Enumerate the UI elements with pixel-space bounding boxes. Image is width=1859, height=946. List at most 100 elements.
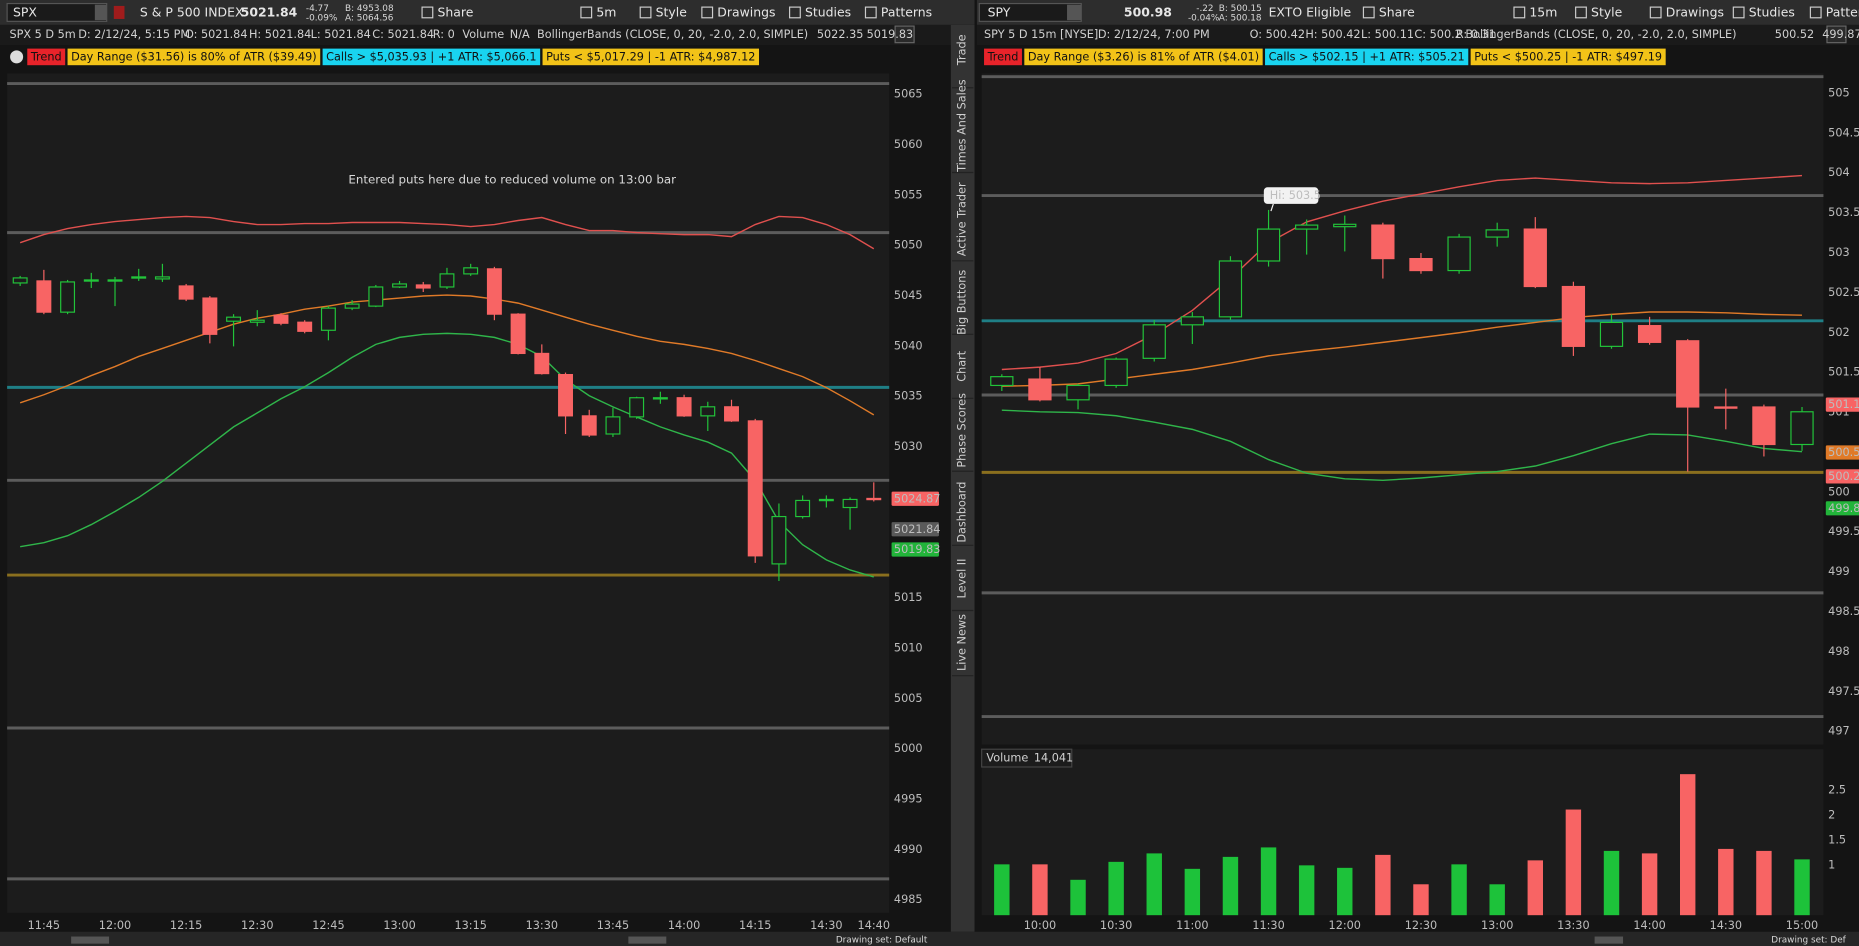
dropdown[interactable] [1067,4,1082,21]
x-tick-label: 11:45 [28,919,60,932]
volume-bar [1451,864,1467,916]
toolbar-button-icon[interactable] [1513,6,1526,19]
x-tick-label: 14:30 [810,919,842,932]
toolbar-button-icon[interactable] [421,6,434,19]
side-tab[interactable]: Times And Sales [956,79,969,173]
toolbar-button-icon[interactable] [789,6,801,19]
volume-bar [1527,860,1543,916]
label-text: Calls > $5,035.93 | +1 ATR: $5,066.1 [326,50,536,63]
header-study-value: 5019.83 [867,28,914,41]
side-tab[interactable]: Dashboard [956,482,969,543]
header-study-value: 5022.35 [817,28,864,41]
scrollbar[interactable] [1594,936,1624,944]
candle-body [1485,229,1509,238]
header-low: L: 5021.84 [311,28,371,41]
dropdown[interactable] [94,4,107,21]
volume-bar [1680,774,1696,916]
toolbar-bid: B: 4953.08 [345,4,394,14]
header-open: O: 5021.84 [185,28,248,41]
y-tick-label: 5050 [894,239,923,252]
toolbar-button[interactable]: Drawings [717,5,775,20]
y-tick-label: 5010 [894,641,923,654]
y-tick-label: 5035 [894,390,923,403]
toolbar-button-icon[interactable] [639,6,652,19]
side-tab[interactable]: Trade [956,34,969,66]
side-tab[interactable]: Level II [956,559,969,599]
toolbar-button[interactable]: Drawings [1666,5,1724,20]
price-tag: 500.2 [1828,470,1859,483]
volume-bar [1222,856,1239,916]
label-text: Trend [30,50,62,63]
price-tag-bg [1825,469,1859,484]
side-tab[interactable]: Chart [956,350,969,382]
toolbar-symbol: SPX [13,5,37,20]
x-tick-label: 14:00 [1633,919,1665,932]
bollinger-band [1001,174,1803,371]
side-tab[interactable]: Live News [956,614,969,671]
toolbar-button[interactable]: Patterns [1826,5,1859,20]
candle-body [154,276,170,280]
toolbar-button[interactable]: 15m [1529,5,1557,20]
toolbar-button[interactable]: Share [1379,5,1415,20]
label-text: Trend [987,50,1019,63]
y-tick-label: 1.5 [1828,833,1846,846]
header-volume-label: Volume [462,28,504,41]
label-box [67,48,321,66]
y-tick-label: 5000 [894,742,923,755]
chart-settings-button[interactable] [1826,25,1847,44]
toolbar-button-icon[interactable] [1809,6,1822,19]
plot-area [981,73,1824,745]
volume-bar [1603,850,1620,916]
toolbar-button-icon[interactable] [580,6,593,19]
y-tick-label: 5065 [894,88,923,101]
toolbar-button-icon[interactable] [1732,6,1745,19]
side-tab[interactable]: Active Trader [956,182,969,256]
toolbar-ask: A: 500.18 [1219,13,1262,23]
toolbar-button[interactable]: Studies [805,5,851,20]
x-tick-label: 13:30 [1557,919,1589,932]
toolbar-button[interactable]: Patterns [881,5,932,20]
right-panel: SPY 500.98 -.22-0.04%B: 500.15A: 500.18 EXT… [981,4,1859,946]
header-range: R: 0 [433,28,455,41]
volume-bar [1565,809,1582,916]
hi-pointer [1270,203,1274,212]
toolbar-button-icon[interactable] [1649,6,1662,19]
y-tick-label: 502.5 [1828,286,1859,299]
price-tag: 5019.83 [894,543,941,556]
candle-body [1295,224,1319,230]
candle-body [320,307,336,331]
toolbar-bg [976,0,1859,25]
info-icon[interactable] [10,50,24,64]
x-tick-label: 13:45 [597,919,629,932]
volume-bar [1337,867,1353,916]
toolbar-button[interactable]: Share [437,5,473,20]
side-tab[interactable]: Big Buttons [956,270,969,335]
toolbar-button[interactable]: Studies [1749,5,1795,20]
toolbar-button-icon[interactable] [1362,6,1375,19]
y-tick-label: 503.5 [1828,206,1859,219]
y-tick-label: 4990 [894,843,923,856]
toolbar-button-icon[interactable] [864,6,877,19]
candle-body [1180,316,1204,326]
side-tab[interactable]: Phase Scores [956,393,969,468]
toolbar-button[interactable]: Style [1591,5,1622,20]
toolbar-button[interactable]: Style [656,5,687,20]
x-tick-label: 12:15 [170,919,202,932]
price-tag: 500.5 [1828,446,1859,459]
toolbar-button-icon[interactable] [1575,6,1587,19]
toolbar-bid: B: 500.15 [1219,4,1262,14]
toolbar-exto: EXTO Eligible [1269,5,1352,20]
link-icon[interactable] [113,5,125,19]
toolbar-button-icon[interactable] [701,6,714,19]
chart-settings-button[interactable] [894,25,915,44]
scrollbar[interactable] [628,936,667,944]
scrollbar[interactable] [71,936,110,944]
y-tick-label: 504 [1828,166,1849,179]
candle-body [510,313,526,355]
header-low: L: 500.11 [1361,28,1414,41]
toolbar-button[interactable]: 5m [596,5,616,20]
volume-bar [994,864,1010,916]
y-tick-label: 5055 [894,188,923,201]
y-tick-label: 500 [1828,485,1849,498]
